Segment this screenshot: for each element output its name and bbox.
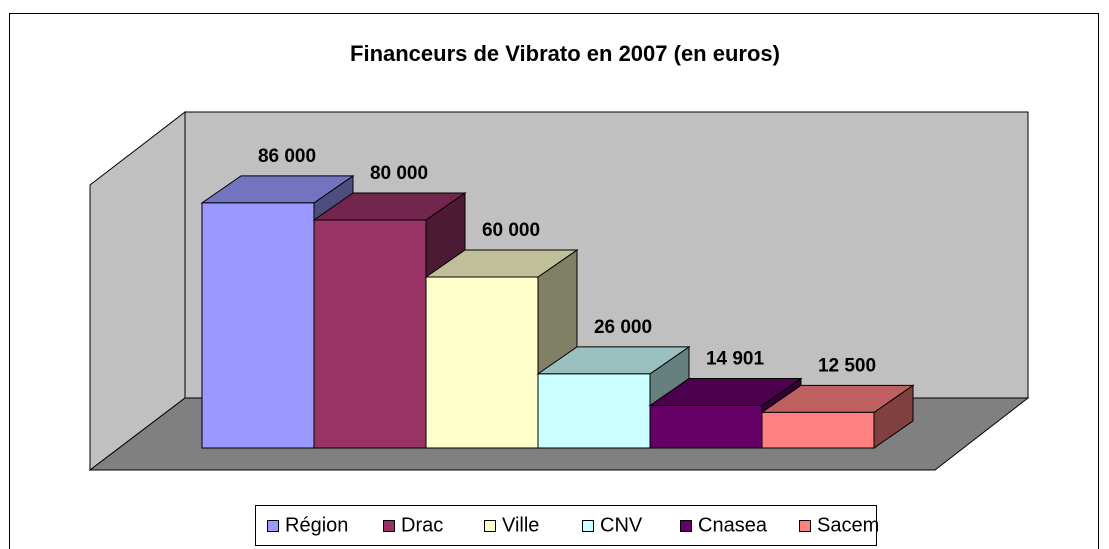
bar bbox=[313, 219, 427, 449]
legend-swatch bbox=[484, 520, 496, 532]
data-label: 12 500 bbox=[818, 355, 876, 376]
legend-label: CNV bbox=[600, 514, 643, 536]
legend-swatch bbox=[582, 520, 594, 532]
legend bbox=[255, 505, 877, 546]
bar bbox=[201, 202, 315, 449]
data-label: 80 000 bbox=[370, 163, 428, 184]
legend-swatch bbox=[267, 520, 279, 532]
legend-swatch bbox=[383, 520, 395, 532]
data-label: 60 000 bbox=[482, 220, 540, 241]
legend-label: Région bbox=[285, 514, 348, 536]
chart-title: Financeurs de Vibrato en 2007 (en euros) bbox=[350, 41, 780, 66]
bar bbox=[761, 411, 875, 449]
bar bbox=[649, 405, 763, 449]
data-label: 86 000 bbox=[258, 146, 316, 167]
legend-label: Drac bbox=[401, 514, 443, 536]
data-label: 14 901 bbox=[706, 349, 765, 370]
bar bbox=[425, 276, 539, 449]
data-label: 26 000 bbox=[594, 317, 652, 338]
bar bbox=[537, 373, 651, 449]
legend-label: Ville bbox=[502, 514, 539, 536]
legend-label: Sacem bbox=[817, 514, 879, 536]
legend-swatch bbox=[799, 520, 811, 532]
legend-label: Cnasea bbox=[698, 514, 768, 536]
legend-swatch bbox=[680, 520, 692, 532]
